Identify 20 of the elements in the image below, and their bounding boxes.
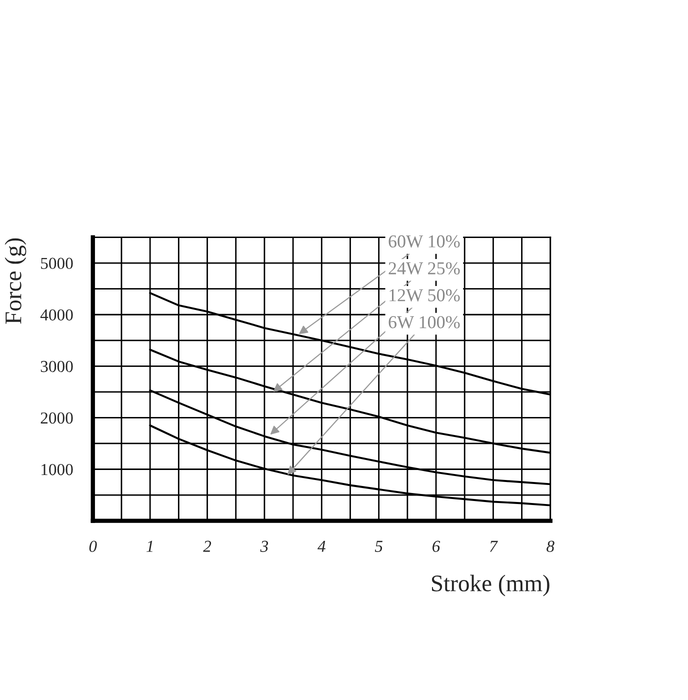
x-tick-label: 2: [203, 540, 212, 552]
x-tick-label: 4: [318, 540, 326, 552]
annotation: 6W 100%: [388, 316, 460, 328]
annotation: 60W 10%: [388, 235, 460, 248]
x-tick-label: 7: [490, 540, 498, 552]
y-tick-label: 5000: [41, 258, 73, 270]
x-tick-label: 1: [146, 540, 152, 552]
x-tick-label: 0: [89, 540, 97, 552]
x-tick-label: 5: [374, 540, 382, 552]
x-tick-label: 3: [260, 540, 268, 552]
x-tick-label: 6: [432, 540, 440, 552]
annotation: 12W 50%: [390, 289, 460, 302]
y-tick-label: 3000: [40, 360, 73, 372]
y-tick-label: 2000: [40, 412, 73, 424]
annotation: 24W 25%: [388, 262, 460, 275]
y-tick-label: 4000: [40, 309, 73, 321]
x-axis-title: Stroke (mm): [432, 574, 550, 596]
y-tick-label: 1000: [42, 464, 73, 476]
x-tick-label: 8: [546, 540, 554, 552]
y-axis-title: Force (g): [4, 238, 26, 324]
